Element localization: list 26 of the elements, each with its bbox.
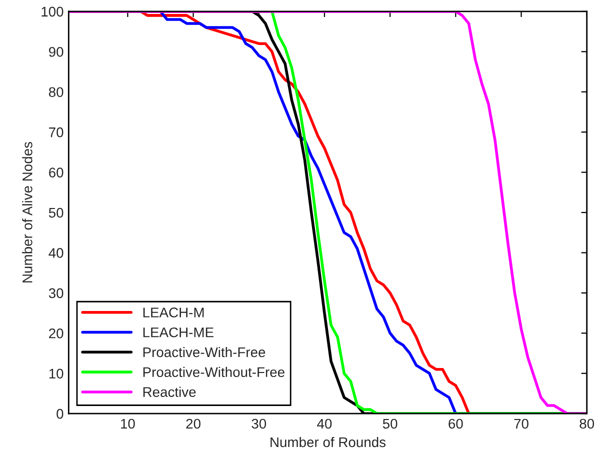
x-tick-label: 60: [448, 418, 463, 429]
y-tick-label: 50: [48, 208, 64, 218]
y-tick-label: 0: [56, 408, 64, 419]
y-tick-label: 30: [48, 288, 64, 298]
y-tick-label: 60: [49, 168, 64, 178]
x-tick-label: 10: [121, 418, 135, 429]
legend-label: LEACH-M: [143, 308, 204, 318]
legend-label: Proactive-Without-Free: [143, 366, 284, 378]
x-tick-label: 40: [317, 418, 332, 429]
x-tick-label: 50: [382, 418, 398, 429]
y-tick-label: 20: [49, 328, 64, 338]
x-axis-title: Number of Rounds: [270, 436, 386, 448]
y-tick-label: 80: [48, 87, 64, 98]
y-tick-label: 70: [49, 127, 64, 138]
x-tick-label: 80: [580, 418, 594, 429]
legend-label: Reactive: [143, 386, 196, 397]
y-tick-label: 10: [49, 368, 64, 379]
legend-label: Proactive-With-Free: [143, 346, 266, 358]
y-tick-label: 100: [42, 6, 64, 17]
y-tick-label: 40: [48, 248, 64, 258]
legend-label: LEACH-ME: [143, 327, 214, 338]
x-tick-label: 20: [186, 418, 200, 429]
x-tick-label: 30: [252, 418, 266, 429]
x-tick-label: 70: [514, 418, 528, 429]
y-tick-label: 90: [49, 46, 64, 57]
y-axis-title: Number of Alive Nodes: [22, 142, 32, 282]
